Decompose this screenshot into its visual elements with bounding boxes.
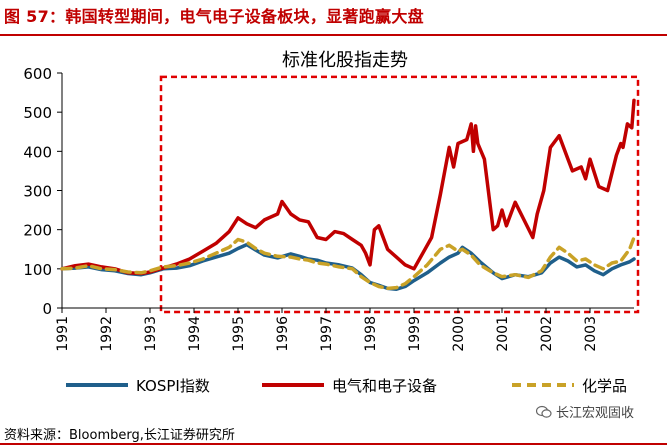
x-tick-label: 1996 <box>275 316 291 352</box>
series-layer <box>60 98 636 291</box>
highlight-box-layer <box>159 75 640 314</box>
legend: KOSPI指数 电气和电子设备 化学品 <box>66 377 627 395</box>
wechat-icon <box>536 405 552 418</box>
x-tick-label: 1993 <box>143 316 159 352</box>
y-tick-label: 200 <box>23 222 52 240</box>
x-tick-label: 2002 <box>539 316 555 352</box>
series-line-3 <box>60 235 636 291</box>
chart-title: 标准化股指走势 <box>282 50 408 71</box>
x-tick-label: 1998 <box>363 316 379 352</box>
x-tick-label: 1991 <box>55 316 71 352</box>
y-tick-label: 400 <box>23 143 52 161</box>
y-tick-label: 500 <box>23 104 52 122</box>
x-tick-label: 1995 <box>231 316 247 352</box>
legend-label-2: 电气和电子设备 <box>332 377 437 395</box>
y-tick-label: 100 <box>23 261 52 279</box>
figure-caption: 图 57：韩国转型期间，电气电子设备板块，显著跑赢大盘 <box>4 7 424 26</box>
bottom-rule <box>0 443 667 445</box>
x-tick-label: 1997 <box>319 316 335 352</box>
x-tick-label: 1992 <box>99 316 115 352</box>
y-tick-label: 300 <box>23 183 52 201</box>
legend-label-3: 化学品 <box>582 377 627 395</box>
source-note: 资料来源：Bloomberg,长江证券研究所 <box>4 428 235 443</box>
watermark: 长江宏观固收 <box>536 402 634 421</box>
x-tick-label: 1994 <box>187 316 203 352</box>
x-tick-label: 2000 <box>451 316 467 352</box>
line-chart: 标准化股指走势 0 100 200 300 400 500 600 1991 1992 1993 1… <box>23 50 640 395</box>
caption-rule <box>0 34 667 36</box>
y-tick-label: 600 <box>23 65 52 83</box>
series-line-2 <box>60 98 636 276</box>
x-tick-label: 1999 <box>407 316 423 352</box>
axes: 0 100 200 300 400 500 600 1991 1992 1993 1994 1995 1… <box>23 65 634 352</box>
x-tick-label: 2001 <box>495 316 511 352</box>
legend-label-1: KOSPI指数 <box>136 377 210 395</box>
y-tick-label: 0 <box>42 300 52 318</box>
x-tick-label: 2003 <box>583 316 599 352</box>
watermark-text: 长江宏观固收 <box>556 406 635 421</box>
highlight-box <box>159 75 640 314</box>
